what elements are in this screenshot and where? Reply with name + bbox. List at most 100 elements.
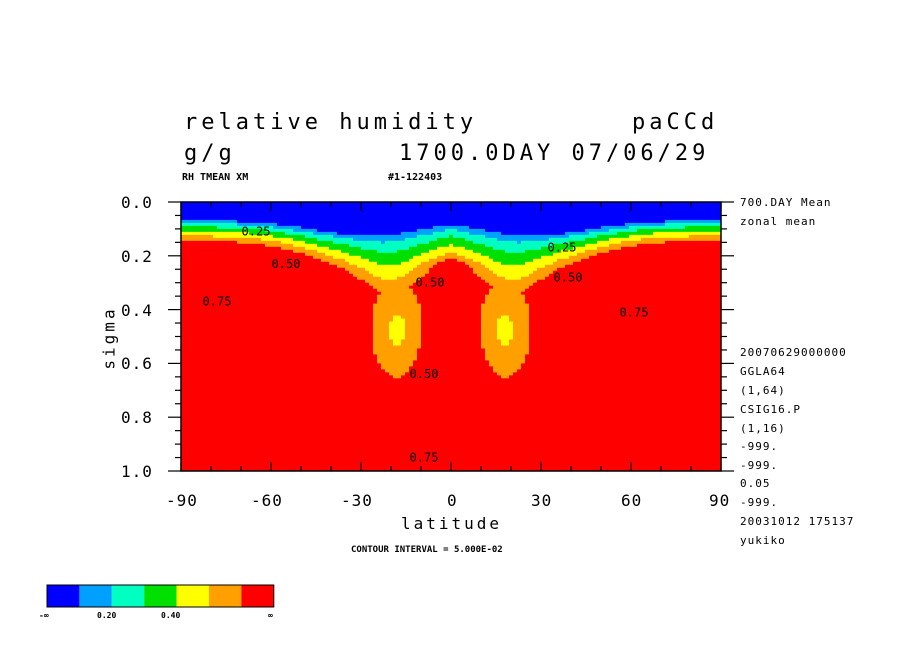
field-cell [685,270,690,275]
field-cell [529,243,534,248]
field-cell [337,258,342,263]
field-cell [409,225,414,230]
field-cell [481,303,486,308]
field-cell [553,282,558,287]
field-cell [561,300,566,305]
field-cell [333,267,338,272]
field-cell [533,204,538,209]
field-cell [425,306,430,311]
field-cell [441,258,446,263]
field-cell [225,222,230,227]
field-cell [469,225,474,230]
field-cell [561,279,566,284]
field-cell [213,267,218,272]
field-cell [513,234,518,239]
field-cell [253,204,258,209]
field-cell [641,219,646,224]
field-cell [485,249,490,254]
field-cell [413,207,418,212]
field-cell [309,261,314,266]
field-cell [681,228,686,233]
field-cell [193,300,198,305]
field-cell [465,303,470,308]
field-cell [213,219,218,224]
field-cell [513,282,518,287]
field-cell [597,300,602,305]
field-cell [497,306,502,311]
field-cell [625,237,630,242]
field-cell [221,225,226,230]
field-cell [521,294,526,299]
field-cell [625,258,630,263]
field-cell [417,252,422,257]
field-cell [489,213,494,218]
field-cell [185,297,190,302]
field-cell [553,288,558,293]
field-cell [281,297,286,302]
field-cell [573,240,578,245]
field-cell [397,202,402,206]
field-cell [533,285,538,290]
field-cell [609,240,614,245]
field-cell [181,252,186,257]
field-cell [589,207,594,212]
field-cell [517,237,522,242]
field-cell [585,300,590,305]
field-cell [581,213,586,218]
field-cell [337,216,342,221]
field-cell [313,279,318,284]
field-cell [621,279,626,284]
field-cell [589,303,594,308]
field-cell [377,249,382,254]
field-cell [649,234,654,239]
field-cell [425,300,430,305]
field-cell [253,255,258,260]
field-cell [365,237,370,242]
field-cell [653,294,658,299]
field-cell [653,225,658,230]
field-cell [393,264,398,269]
field-cell [677,264,682,269]
field-cell [273,285,278,290]
field-cell [477,216,482,221]
field-cell [261,267,266,272]
field-cell [665,210,670,215]
field-cell [653,273,658,278]
field-cell [693,270,698,275]
field-cell [637,261,642,266]
field-cell [625,222,630,227]
field-cell [281,261,286,266]
field-cell [701,246,706,251]
field-cell [589,297,594,302]
field-cell [317,228,322,233]
field-cell [221,213,226,218]
field-cell [529,213,534,218]
field-cell [601,306,606,311]
field-cell [409,216,414,221]
field-cell [301,288,306,293]
field-cell [257,213,262,218]
field-cell [477,255,482,260]
field-cell [517,228,522,233]
field-cell [613,207,618,212]
field-cell [493,231,498,236]
field-cell [505,306,510,311]
field-cell [249,237,254,242]
field-cell [285,246,290,251]
field-cell [377,243,382,248]
field-cell [377,240,382,245]
field-cell [533,243,538,248]
field-cell [461,216,466,221]
field-cell [345,231,350,236]
field-cell [293,300,298,305]
field-cell [233,252,238,257]
field-cell [329,255,334,260]
field-cell [585,252,590,257]
field-cell [705,231,710,236]
field-cell [697,228,702,233]
field-cell [537,202,542,206]
field-cell [569,288,574,293]
field-cell [217,207,222,212]
field-cell [505,207,510,212]
field-cell [681,309,686,314]
